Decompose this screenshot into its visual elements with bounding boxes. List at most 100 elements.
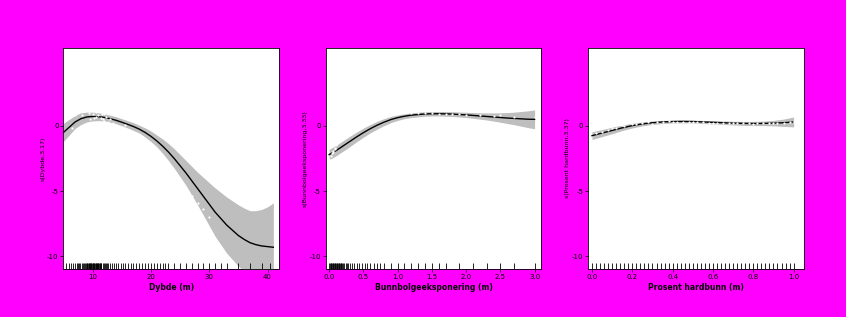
Point bbox=[696, 120, 710, 125]
Point bbox=[783, 120, 796, 125]
Point bbox=[645, 121, 659, 126]
Point bbox=[377, 112, 391, 117]
Point bbox=[590, 131, 603, 136]
Point bbox=[85, 87, 99, 92]
Point bbox=[118, 122, 131, 127]
Point bbox=[85, 108, 98, 113]
Point bbox=[95, 97, 108, 102]
Point bbox=[670, 119, 684, 124]
Point bbox=[616, 123, 629, 128]
Point bbox=[76, 100, 90, 105]
Point bbox=[609, 125, 623, 130]
Point bbox=[138, 140, 151, 146]
Point bbox=[418, 111, 431, 116]
Point bbox=[676, 119, 689, 124]
Point bbox=[618, 123, 631, 128]
Point bbox=[777, 120, 790, 125]
Point bbox=[432, 111, 446, 116]
Point bbox=[65, 126, 79, 131]
Point bbox=[141, 144, 155, 149]
Point bbox=[82, 84, 96, 89]
Point bbox=[743, 121, 756, 126]
Point bbox=[79, 94, 92, 100]
Point bbox=[750, 121, 764, 126]
Point bbox=[425, 111, 438, 116]
Point bbox=[112, 125, 125, 130]
Point bbox=[87, 115, 101, 120]
Point bbox=[74, 87, 88, 92]
Point bbox=[486, 113, 500, 119]
Point bbox=[124, 130, 137, 135]
Point bbox=[93, 107, 107, 112]
Point bbox=[129, 133, 143, 138]
Point bbox=[596, 129, 609, 134]
Point bbox=[666, 119, 679, 124]
Point bbox=[439, 111, 453, 116]
Point bbox=[85, 112, 99, 117]
Point bbox=[86, 104, 100, 109]
Point bbox=[90, 109, 103, 114]
Point bbox=[90, 91, 103, 96]
Point bbox=[71, 100, 85, 105]
X-axis label: Bunnbolgeeksponering (m): Bunnbolgeeksponering (m) bbox=[375, 283, 492, 292]
Point bbox=[115, 126, 129, 131]
Point bbox=[107, 121, 120, 126]
Point bbox=[787, 119, 800, 124]
Point bbox=[336, 131, 349, 136]
Y-axis label: s(Dybde,3.17): s(Dybde,3.17) bbox=[41, 136, 46, 181]
Point bbox=[771, 120, 784, 126]
Y-axis label: s(Prosent hardbunn,3.37): s(Prosent hardbunn,3.37) bbox=[565, 119, 570, 198]
Point bbox=[202, 215, 216, 220]
Point bbox=[80, 105, 94, 110]
X-axis label: Prosent hardbunn (m): Prosent hardbunn (m) bbox=[648, 283, 744, 292]
Point bbox=[322, 156, 336, 161]
Point bbox=[101, 120, 114, 125]
Point bbox=[82, 110, 96, 115]
Point bbox=[717, 120, 730, 126]
Point bbox=[360, 114, 374, 119]
Point bbox=[650, 119, 663, 124]
Point bbox=[80, 104, 94, 109]
Point bbox=[91, 113, 105, 118]
Point bbox=[756, 121, 770, 126]
Point bbox=[711, 120, 724, 126]
Point bbox=[329, 143, 343, 148]
Point bbox=[746, 121, 760, 126]
Point bbox=[332, 138, 345, 143]
Point bbox=[762, 120, 776, 126]
Point bbox=[706, 120, 720, 125]
Point bbox=[326, 149, 339, 154]
Point bbox=[351, 118, 365, 123]
Point bbox=[766, 121, 780, 126]
Point bbox=[357, 115, 371, 120]
Point bbox=[391, 111, 404, 116]
Point bbox=[641, 120, 655, 125]
Point bbox=[367, 113, 381, 118]
Point bbox=[168, 171, 181, 177]
Point bbox=[97, 112, 111, 117]
Point bbox=[156, 158, 169, 164]
Point bbox=[787, 120, 800, 125]
Point bbox=[73, 97, 86, 102]
Point bbox=[364, 113, 377, 118]
Point bbox=[88, 107, 102, 112]
Point bbox=[335, 133, 349, 138]
Point bbox=[196, 207, 210, 212]
Point bbox=[99, 114, 113, 119]
Point bbox=[75, 113, 89, 118]
Point bbox=[730, 121, 744, 126]
Point bbox=[127, 131, 140, 136]
Point bbox=[109, 122, 123, 127]
Point bbox=[404, 111, 418, 116]
Point bbox=[629, 121, 643, 126]
Point bbox=[81, 102, 95, 107]
Point bbox=[162, 165, 175, 170]
Point bbox=[331, 140, 344, 146]
Point bbox=[84, 100, 97, 105]
Point bbox=[179, 186, 193, 191]
Point bbox=[69, 113, 82, 118]
Point bbox=[411, 110, 425, 115]
Point bbox=[325, 151, 338, 156]
Point bbox=[528, 115, 541, 120]
Point bbox=[343, 127, 356, 132]
